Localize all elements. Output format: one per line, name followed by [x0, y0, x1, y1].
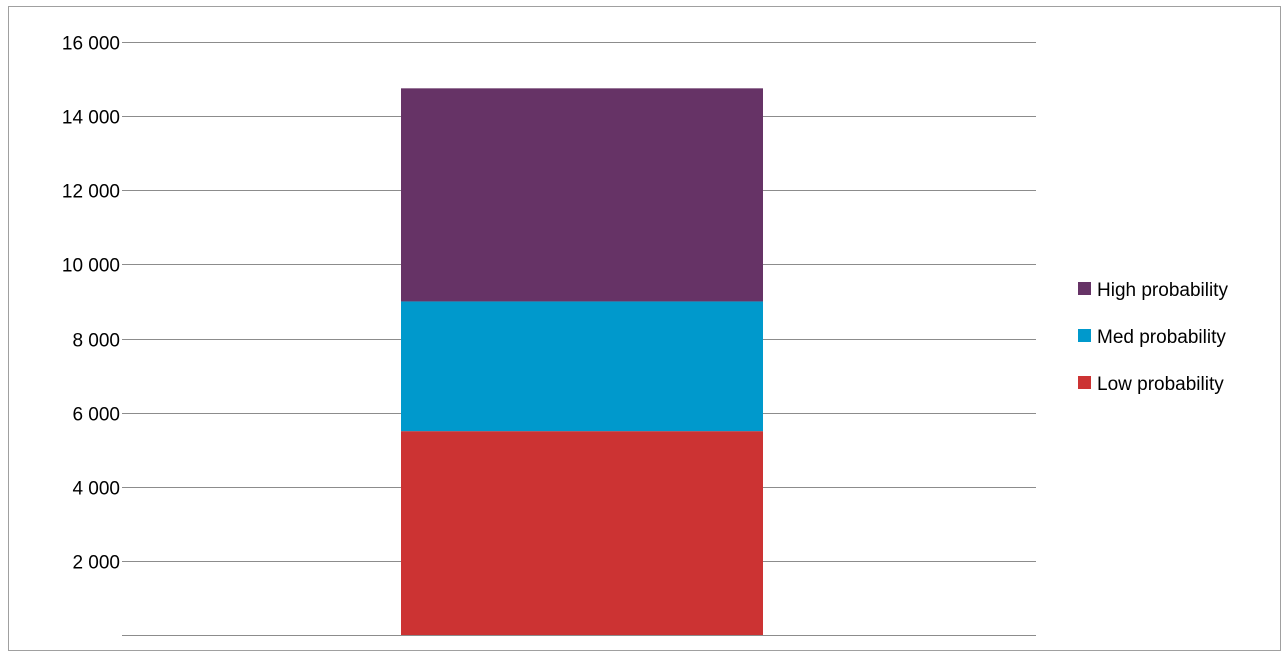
- y-tick-label: 6 000: [72, 405, 120, 426]
- y-tick-label: 2 000: [72, 553, 120, 574]
- y-tick-label: 16 000: [62, 34, 120, 55]
- y-tick-label: 10 000: [62, 256, 120, 277]
- legend-item-low-probability: Low probability: [1078, 374, 1224, 395]
- legend: High probability Med probability Low proba…: [1078, 280, 1228, 395]
- bar-segment-high-probability: [401, 88, 763, 302]
- legend-label: High probability: [1097, 280, 1228, 301]
- y-tick-label: 12 000: [62, 182, 120, 203]
- legend-label: Med probability: [1097, 327, 1226, 348]
- legend-item-high-probability: High probability: [1078, 280, 1228, 301]
- bar-stack: [401, 88, 763, 635]
- legend-swatch: [1078, 376, 1091, 389]
- y-axis: 2 000 4 000 6 000 8 000 10 000 12 000 14 000 16…: [62, 34, 1036, 636]
- legend-item-med-probability: Med probability: [1078, 327, 1226, 348]
- legend-swatch: [1078, 329, 1091, 342]
- y-tick-label: 14 000: [62, 108, 120, 129]
- bar-segment-low-probability: [401, 431, 763, 635]
- bar-segment-med-probability: [401, 301, 763, 432]
- legend-label: Low probability: [1097, 374, 1224, 395]
- legend-swatch: [1078, 282, 1091, 295]
- y-tick-label: 8 000: [72, 331, 120, 352]
- y-tick-label: 4 000: [72, 479, 120, 500]
